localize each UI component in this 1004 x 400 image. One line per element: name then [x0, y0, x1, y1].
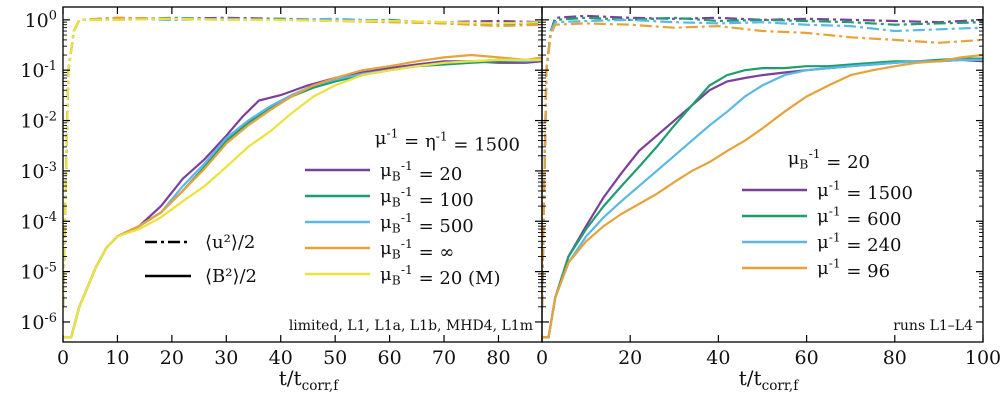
series-B-line-2 [542, 58, 983, 339]
x-tick-label: 0 [536, 347, 548, 369]
series-B-line-3 [542, 53, 983, 339]
legend-title: μ-1 = η-1 = 1500 [375, 126, 520, 155]
x-tick-label: 60 [377, 347, 401, 369]
x-tick-label: 40 [706, 347, 730, 369]
legend-title: μB-1 = 20 [788, 147, 870, 173]
x-tick-label: 100 [965, 347, 1001, 369]
x-tick-label: 70 [432, 347, 456, 369]
x-tick-label: 30 [214, 347, 238, 369]
left-panel: 0 10 20 30 40 50 60 70 80 100 10-1 10-2 10-3 10-4 10-5… [20, 6, 543, 394]
y-tick-label: 10-6 [20, 311, 57, 334]
right-panel: 0 20 40 60 80 100 t/tcorr,f μB-1 = 20 μ-1 = 1500… [536, 6, 1001, 394]
series-B-line-0 [542, 58, 983, 339]
y-tick-label: 10-4 [20, 210, 57, 233]
legend-label: μB-1 = 500 [380, 211, 474, 237]
axes-frame [541, 6, 984, 343]
legend-label: μ-1 = 1500 [817, 178, 913, 204]
legend-label: μ-1 = 240 [817, 230, 902, 256]
x-tick-label: 80 [883, 347, 907, 369]
plot-area [542, 14, 983, 339]
series-u-line-4 [63, 17, 542, 307]
x-tick-label: 80 [486, 347, 510, 369]
x-tick-label: 50 [323, 347, 347, 369]
y-tick-label: 10-3 [20, 160, 57, 183]
x-tick-label: 20 [160, 347, 184, 369]
x-axis-label: t/tcorr,f [739, 366, 799, 394]
style-legend-label: ⟨B²⟩/2 [205, 266, 257, 287]
x-tick-label: 60 [795, 347, 819, 369]
y-tick-label: 10-1 [20, 59, 57, 82]
legend-label: μ-1 = 96 [817, 256, 890, 282]
x-tick-label: 40 [269, 347, 293, 369]
axes-frame [62, 6, 543, 343]
y-tick-label: 100 [25, 9, 57, 32]
run-annotation: runs L1–L4 [893, 318, 973, 334]
legend-label: μB-1 = 20 (M) [380, 263, 500, 289]
legend-label: μ-1 = 600 [817, 204, 902, 230]
legend-label: μB-1 = 100 [380, 185, 474, 211]
legend-label: μB-1 = ∞ [380, 237, 454, 263]
series-B-line-4 [63, 58, 542, 339]
legend-label: μB-1 = 20 [380, 159, 462, 185]
y-tick-label: 10-2 [20, 109, 57, 132]
x-tick-label: 10 [105, 347, 129, 369]
y-tick-label: 10-5 [20, 261, 57, 284]
x-axis-label: t/tcorr,f [279, 366, 339, 394]
style-legend-label: ⟨u²⟩/2 [205, 232, 255, 253]
plot-area [63, 16, 542, 339]
series-B-line-1 [542, 57, 983, 339]
series-u-line-2 [542, 18, 983, 307]
x-tick-label: 20 [618, 347, 642, 369]
series-u-line-3 [542, 22, 983, 307]
series-u-line-0 [542, 14, 983, 307]
x-tick-label: 0 [57, 347, 69, 369]
run-annotation: limited, L1, L1a, L1b, MHD4, L1m [289, 318, 533, 334]
